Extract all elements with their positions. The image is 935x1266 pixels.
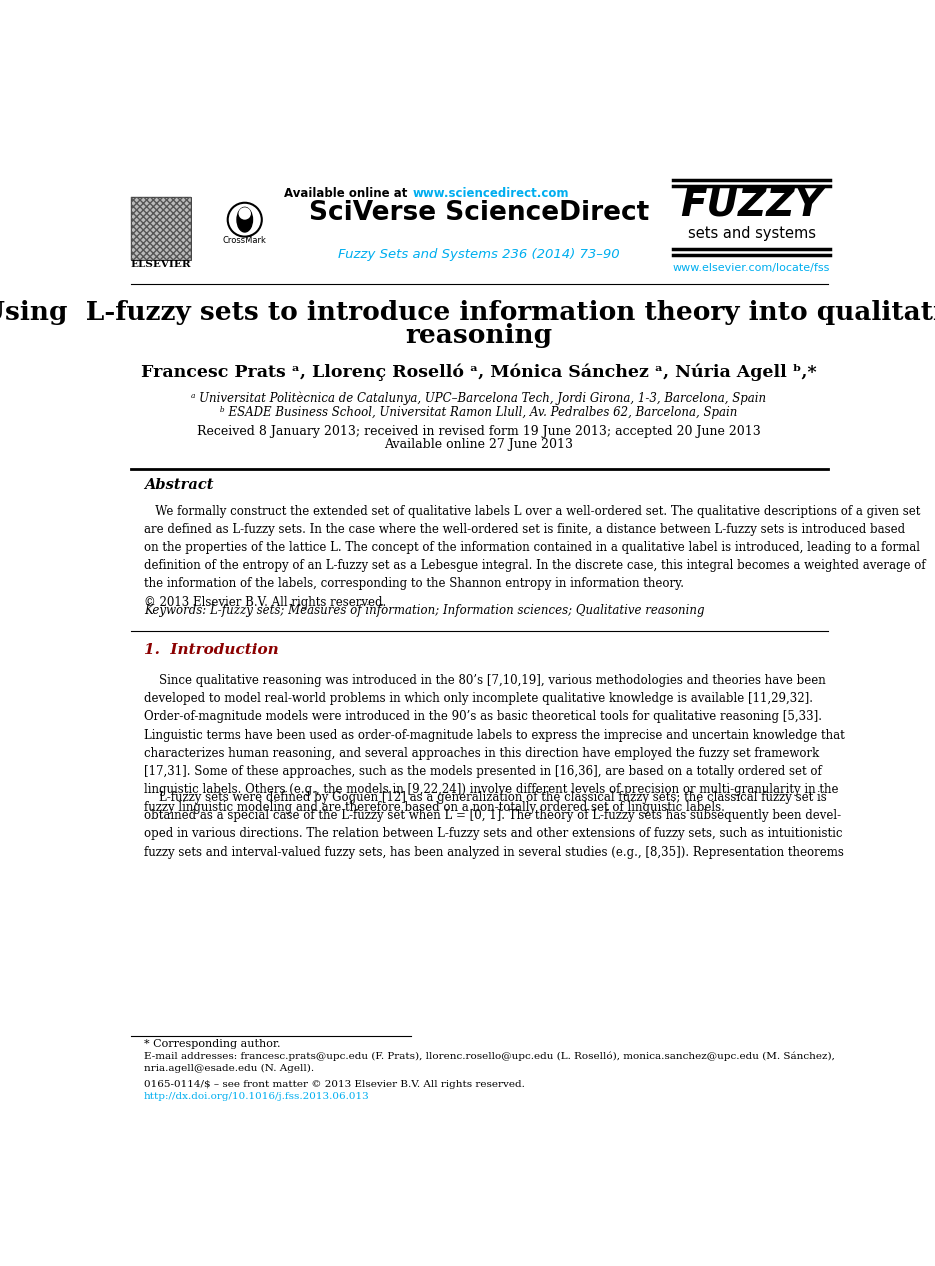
Text: ELSEVIER: ELSEVIER <box>131 261 192 270</box>
Text: E-mail addresses: francesc.prats@upc.edu (F. Prats), llorenc.rosello@upc.edu (L.: E-mail addresses: francesc.prats@upc.edu… <box>144 1052 835 1061</box>
Text: reasoning: reasoning <box>405 323 553 348</box>
Text: Abstract: Abstract <box>144 479 213 492</box>
Text: Using  L-fuzzy sets to introduce information theory into qualitative: Using L-fuzzy sets to introduce informat… <box>0 300 935 325</box>
Text: We formally construct the extended set of qualitative labels L over a well-order: We formally construct the extended set o… <box>144 505 926 609</box>
Circle shape <box>238 208 251 220</box>
Ellipse shape <box>237 208 252 232</box>
Text: FUZZY: FUZZY <box>681 185 823 223</box>
Text: www.elsevier.com/locate/fss: www.elsevier.com/locate/fss <box>673 263 830 273</box>
Text: 1.  Introduction: 1. Introduction <box>144 643 279 657</box>
Text: Keywords: L-fuzzy sets; Measures of information; Information sciences; Qualitati: Keywords: L-fuzzy sets; Measures of info… <box>144 604 704 617</box>
Text: CrossMark: CrossMark <box>223 235 266 244</box>
Text: http://dx.doi.org/10.1016/j.fss.2013.06.013: http://dx.doi.org/10.1016/j.fss.2013.06.… <box>144 1093 369 1101</box>
Text: ᵇ ESADE Business School, Universitat Ramon Llull, Av. Pedralbes 62, Barcelona, S: ᵇ ESADE Business School, Universitat Ram… <box>220 406 738 419</box>
Text: Available online 27 June 2013: Available online 27 June 2013 <box>384 438 573 452</box>
Text: Since qualitative reasoning was introduced in the 80’s [7,10,19], various method: Since qualitative reasoning was introduc… <box>144 674 844 814</box>
Text: sets and systems: sets and systems <box>687 227 815 241</box>
Text: Francesc Prats ᵃ, Llorenç Roselló ᵃ, Mónica Sánchez ᵃ, Núria Agell ᵇ,*: Francesc Prats ᵃ, Llorenç Roselló ᵃ, Món… <box>141 363 816 381</box>
Bar <box>131 196 192 260</box>
Text: Fuzzy Sets and Systems 236 (2014) 73–90: Fuzzy Sets and Systems 236 (2014) 73–90 <box>338 248 620 261</box>
Text: Received 8 January 2013; received in revised form 19 June 2013; accepted 20 June: Received 8 January 2013; received in rev… <box>197 425 761 438</box>
Bar <box>131 196 192 260</box>
Text: SciVerse ScienceDirect: SciVerse ScienceDirect <box>309 200 649 225</box>
Text: www.sciencedirect.com: www.sciencedirect.com <box>412 186 568 200</box>
Text: Available online at: Available online at <box>284 186 411 200</box>
Text: nria.agell@esade.edu (N. Agell).: nria.agell@esade.edu (N. Agell). <box>144 1063 314 1072</box>
Text: 0165-0114/$ – see front matter © 2013 Elsevier B.V. All rights reserved.: 0165-0114/$ – see front matter © 2013 El… <box>144 1080 525 1090</box>
Text: * Corresponding author.: * Corresponding author. <box>144 1038 280 1048</box>
Text: ᵃ Universitat Politècnica de Catalunya, UPC–Barcelona Tech, Jordi Girona, 1-3, B: ᵃ Universitat Politècnica de Catalunya, … <box>192 391 767 405</box>
Text: L-fuzzy sets were defined by Goguen [12] as a generalization of the classical fu: L-fuzzy sets were defined by Goguen [12]… <box>144 791 844 858</box>
